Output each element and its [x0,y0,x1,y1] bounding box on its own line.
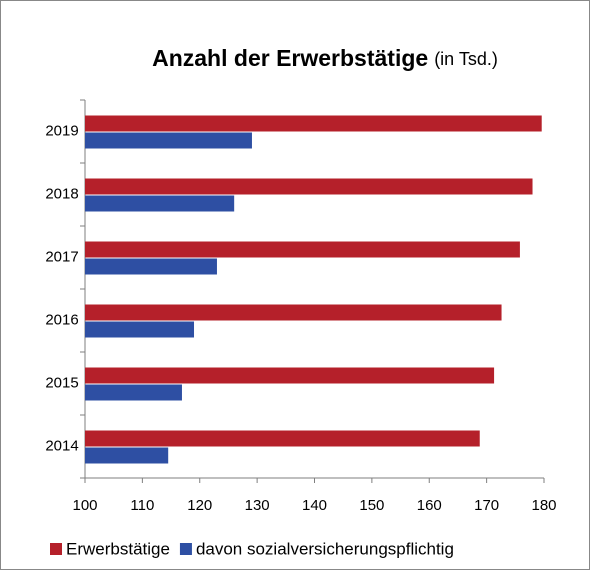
x-tick-label: 100 [72,497,97,514]
bar [85,258,217,275]
legend-label: davon sozialversicherungspflichtig [196,539,454,558]
bar [85,430,480,447]
chart-title-group: Anzahl der Erwerbstätige (in Tsd.) [152,45,498,71]
bar [85,304,502,321]
y-tick-label: 2016 [45,311,78,328]
bar [85,241,520,258]
y-tick-label: 2019 [45,122,78,139]
bar [85,178,533,195]
x-tick-label: 110 [130,497,154,514]
bar [85,367,495,384]
x-tick-label: 130 [245,497,270,514]
bar [85,447,169,464]
y-tick-label: 2014 [45,437,78,454]
chart-title: Anzahl der Erwerbstätige [152,45,428,71]
x-tick-label: 150 [359,497,384,514]
y-tick-label: 2017 [45,248,78,265]
y-tick-label: 2018 [45,185,78,202]
bar [85,132,252,149]
x-tick-label: 170 [474,497,499,514]
x-tick-label: 120 [187,497,212,514]
legend-swatch [50,543,62,555]
x-tick-label: 180 [531,497,556,514]
bar [85,321,195,338]
bar [85,115,542,132]
bar [85,195,235,212]
legend-swatch [179,543,192,555]
y-tick-label: 2015 [45,374,78,391]
bar [85,384,182,401]
chart-subtitle: (in Tsd.) [434,49,498,69]
legend-label: Erwerbstätige [66,539,170,558]
x-tick-label: 140 [302,497,327,514]
x-tick-label: 160 [417,497,442,514]
